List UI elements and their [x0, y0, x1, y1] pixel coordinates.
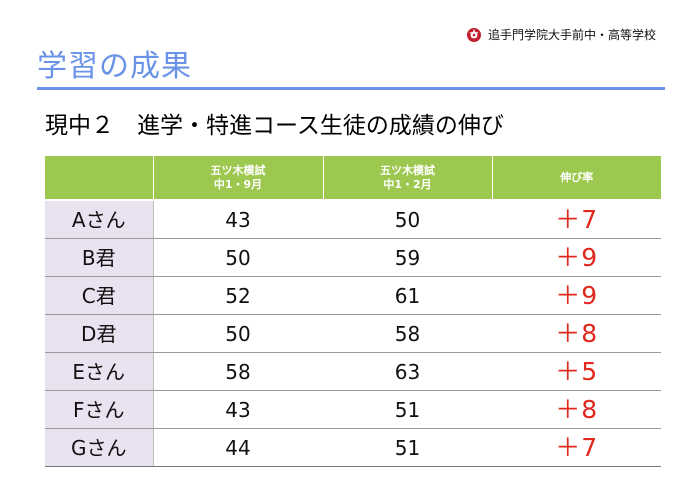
february-score: 61: [322, 276, 493, 315]
table-row: Eさん 58 63 ＋5: [45, 352, 661, 391]
september-score: 50: [152, 238, 324, 277]
february-score: 59: [322, 238, 493, 277]
section-title: 学習の成果: [37, 49, 192, 84]
september-score: 43: [152, 390, 324, 429]
february-score: 51: [322, 390, 493, 429]
february-score: 50: [322, 199, 493, 239]
section-divider: [37, 87, 665, 90]
student-name: D君: [45, 314, 154, 353]
september-score: 44: [152, 428, 324, 467]
september-score: 43: [152, 199, 324, 239]
slide-title: 現中２ 進学・特進コース生徒の成績の伸び: [45, 113, 504, 139]
table-row: Fさん 43 51 ＋8: [45, 390, 661, 429]
gain-value: ＋9: [491, 276, 661, 315]
table-row: Gさん 44 51 ＋7: [45, 428, 661, 467]
header-gain-rate: 伸び率: [491, 156, 661, 201]
gain-value: ＋9: [491, 238, 661, 277]
student-name: Aさん: [45, 199, 154, 239]
table-row: Aさん 43 50 ＋7: [45, 199, 661, 239]
table-header-row: 五ツ木模試 中1・9月 五ツ木模試 中1・2月 伸び率: [45, 156, 661, 201]
table-row: B君 50 59 ＋9: [45, 238, 661, 277]
table-row: C君 52 61 ＋9: [45, 276, 661, 315]
gain-value: ＋7: [491, 199, 661, 239]
student-name: Eさん: [45, 352, 154, 391]
school-emblem-icon: [466, 27, 482, 43]
gain-value: ＋5: [491, 352, 661, 391]
september-score: 52: [152, 276, 324, 315]
header-february-score: 五ツ木模試 中1・2月: [322, 156, 493, 201]
student-name: B君: [45, 238, 154, 277]
header-september-score: 五ツ木模試 中1・9月: [152, 156, 324, 201]
header-name-column: [45, 156, 154, 201]
gain-value: ＋8: [491, 314, 661, 353]
header-gain-rate-label: 伸び率: [560, 171, 594, 184]
september-score: 50: [152, 314, 324, 353]
february-score: 63: [322, 352, 493, 391]
september-score: 58: [152, 352, 324, 391]
student-name: Gさん: [45, 428, 154, 467]
february-score: 51: [322, 428, 493, 467]
february-score: 58: [322, 314, 493, 353]
gain-value: ＋7: [491, 428, 661, 467]
header-september-score-label: 五ツ木模試 中1・9月: [210, 164, 266, 191]
school-name: 追手門学院大手前中・高等学校: [487, 28, 656, 42]
school-header: 追手門学院大手前中・高等学校: [466, 27, 656, 43]
gain-value: ＋8: [491, 390, 661, 429]
student-name: C君: [45, 276, 154, 315]
score-table: 五ツ木模試 中1・9月 五ツ木模試 中1・2月 伸び率 Aさん 43 50 ＋7…: [45, 156, 661, 467]
table-row: D君 50 58 ＋8: [45, 314, 661, 353]
student-name: Fさん: [45, 390, 154, 429]
header-february-score-label: 五ツ木模試 中1・2月: [380, 164, 435, 191]
